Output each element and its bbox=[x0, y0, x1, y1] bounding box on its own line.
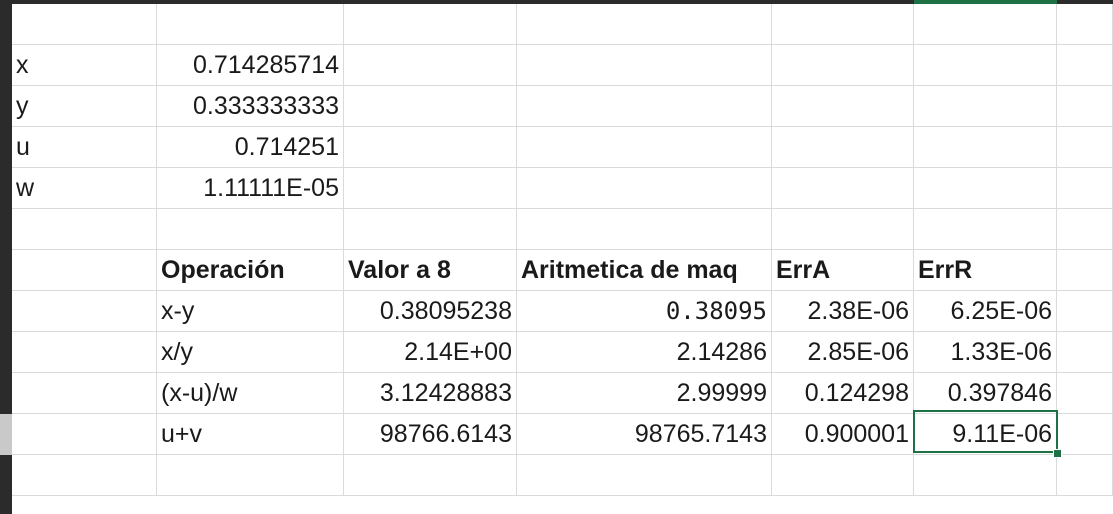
cell[interactable] bbox=[344, 86, 517, 127]
cell[interactable] bbox=[1057, 209, 1113, 250]
cell[interactable] bbox=[344, 4, 517, 45]
active-row-indicator bbox=[0, 414, 12, 455]
operation-cell[interactable]: x-y bbox=[157, 291, 344, 332]
cell[interactable] bbox=[344, 168, 517, 209]
machine-arith-cell[interactable]: 2.14286 bbox=[517, 332, 772, 373]
cell[interactable] bbox=[914, 127, 1057, 168]
cell[interactable] bbox=[12, 209, 157, 250]
cell[interactable] bbox=[1057, 45, 1113, 86]
header-operacion[interactable]: Operación bbox=[157, 250, 344, 291]
variable-name-cell[interactable]: w bbox=[12, 168, 157, 209]
cell[interactable] bbox=[1057, 414, 1113, 455]
header-erra[interactable]: ErrA bbox=[772, 250, 914, 291]
variable-name-cell[interactable]: x bbox=[12, 45, 157, 86]
operation-cell[interactable]: u+v bbox=[157, 414, 344, 455]
cell[interactable] bbox=[12, 332, 157, 373]
value-cell[interactable]: 0.38095238 bbox=[344, 291, 517, 332]
erra-cell[interactable]: 0.124298 bbox=[772, 373, 914, 414]
cell[interactable] bbox=[1057, 4, 1113, 45]
cell[interactable] bbox=[914, 4, 1057, 45]
cell[interactable] bbox=[157, 455, 344, 496]
cell[interactable] bbox=[772, 86, 914, 127]
cell[interactable] bbox=[914, 86, 1057, 127]
cell[interactable] bbox=[344, 455, 517, 496]
value-cell[interactable]: 3.12428883 bbox=[344, 373, 517, 414]
variable-value-cell[interactable]: 0.714251 bbox=[157, 127, 344, 168]
machine-arith-cell[interactable]: 2.99999 bbox=[517, 373, 772, 414]
cell[interactable] bbox=[12, 455, 157, 496]
row-headers[interactable] bbox=[0, 4, 12, 514]
top-border bbox=[0, 0, 1113, 4]
cell[interactable] bbox=[517, 127, 772, 168]
cell[interactable] bbox=[1057, 332, 1113, 373]
cell[interactable] bbox=[772, 455, 914, 496]
operation-cell[interactable]: x/y bbox=[157, 332, 344, 373]
cell[interactable] bbox=[1057, 168, 1113, 209]
cell[interactable] bbox=[1057, 291, 1113, 332]
cell[interactable] bbox=[157, 209, 344, 250]
cell[interactable] bbox=[517, 4, 772, 45]
cell[interactable] bbox=[1057, 127, 1113, 168]
variable-value-cell[interactable]: 0.714285714 bbox=[157, 45, 344, 86]
erra-cell[interactable]: 0.900001 bbox=[772, 414, 914, 455]
header-errr[interactable]: ErrR bbox=[914, 250, 1057, 291]
cell[interactable] bbox=[517, 86, 772, 127]
cell[interactable] bbox=[344, 127, 517, 168]
variable-value-cell[interactable]: 1.11111E-05 bbox=[157, 168, 344, 209]
cell[interactable] bbox=[1057, 86, 1113, 127]
cell[interactable] bbox=[1057, 250, 1113, 291]
errr-cell[interactable]: 0.397846 bbox=[914, 373, 1057, 414]
cell[interactable] bbox=[517, 168, 772, 209]
cell[interactable] bbox=[914, 45, 1057, 86]
cell[interactable] bbox=[914, 209, 1057, 250]
selected-column-indicator bbox=[914, 0, 1057, 4]
value-cell[interactable]: 2.14E+00 bbox=[344, 332, 517, 373]
value-cell[interactable]: 98766.6143 bbox=[344, 414, 517, 455]
cell[interactable] bbox=[157, 4, 344, 45]
machine-arith-cell[interactable]: 98765.7143 bbox=[517, 414, 772, 455]
cell[interactable] bbox=[12, 291, 157, 332]
cell[interactable] bbox=[772, 168, 914, 209]
variable-value-cell[interactable]: 0.333333333 bbox=[157, 86, 344, 127]
header-aritmetica-de-maq[interactable]: Aritmetica de maq bbox=[517, 250, 772, 291]
variable-name-cell[interactable]: u bbox=[12, 127, 157, 168]
operation-cell[interactable]: (x-u)/w bbox=[157, 373, 344, 414]
cell[interactable] bbox=[772, 4, 914, 45]
cell[interactable] bbox=[517, 45, 772, 86]
cell[interactable] bbox=[517, 209, 772, 250]
errr-cell-selected[interactable]: 9.11E-06 bbox=[914, 414, 1057, 455]
machine-arith-cell[interactable]: 0.38095 bbox=[517, 291, 772, 332]
cell[interactable] bbox=[772, 45, 914, 86]
cell[interactable] bbox=[914, 455, 1057, 496]
errr-cell[interactable]: 1.33E-06 bbox=[914, 332, 1057, 373]
cell[interactable] bbox=[772, 209, 914, 250]
cell[interactable] bbox=[517, 455, 772, 496]
cell[interactable] bbox=[12, 373, 157, 414]
cell[interactable] bbox=[1057, 455, 1113, 496]
cell[interactable] bbox=[772, 127, 914, 168]
cell[interactable] bbox=[344, 209, 517, 250]
cell[interactable] bbox=[12, 250, 157, 291]
cell[interactable] bbox=[12, 414, 157, 455]
fill-handle[interactable] bbox=[1053, 449, 1062, 458]
errr-cell[interactable]: 6.25E-06 bbox=[914, 291, 1057, 332]
erra-cell[interactable]: 2.38E-06 bbox=[772, 291, 914, 332]
variable-name-cell[interactable]: y bbox=[12, 86, 157, 127]
erra-cell[interactable]: 2.85E-06 bbox=[772, 332, 914, 373]
header-valor-a-8[interactable]: Valor a 8 bbox=[344, 250, 517, 291]
cell[interactable] bbox=[12, 4, 157, 45]
cell[interactable] bbox=[1057, 373, 1113, 414]
cell[interactable] bbox=[344, 45, 517, 86]
cell[interactable] bbox=[914, 168, 1057, 209]
